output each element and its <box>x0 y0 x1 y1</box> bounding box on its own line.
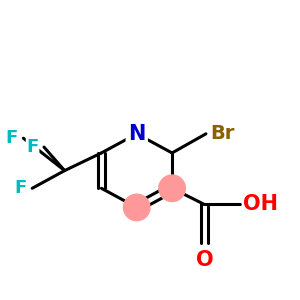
Circle shape <box>159 175 185 202</box>
Text: OH: OH <box>243 194 278 214</box>
Text: Br: Br <box>210 124 235 143</box>
Text: O: O <box>196 250 213 270</box>
Circle shape <box>124 194 150 221</box>
Text: F: F <box>26 138 39 156</box>
Text: N: N <box>128 124 146 144</box>
Text: F: F <box>6 129 18 147</box>
Text: F: F <box>15 179 27 197</box>
